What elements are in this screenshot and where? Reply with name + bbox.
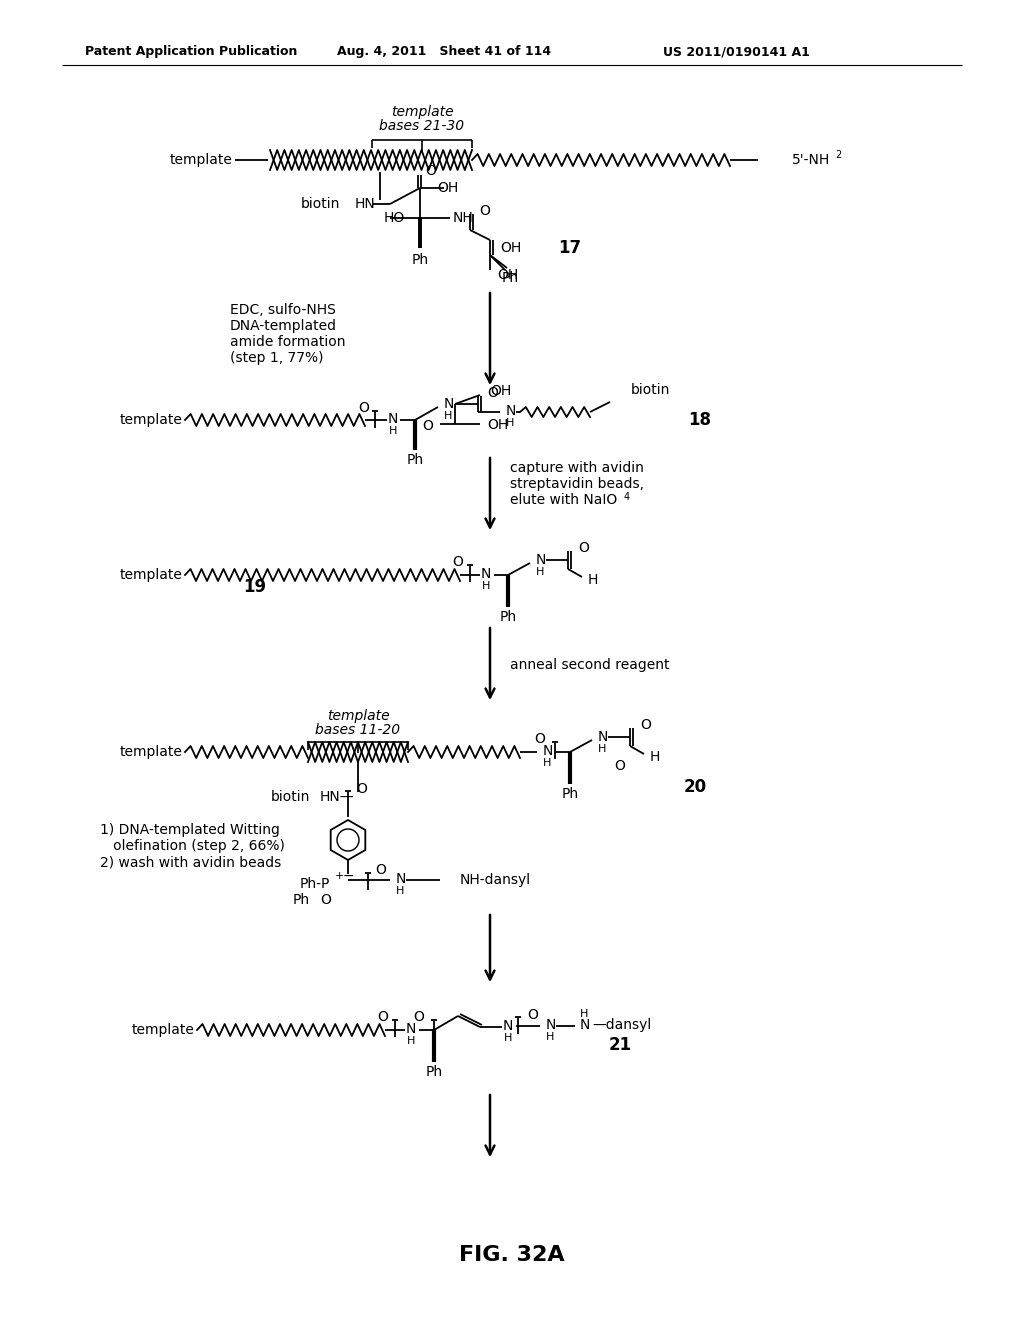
- Text: O: O: [375, 863, 386, 876]
- Text: H: H: [396, 886, 404, 896]
- Text: H: H: [506, 418, 514, 428]
- Text: OH: OH: [497, 268, 518, 282]
- Text: N: N: [598, 730, 608, 744]
- Text: Ph: Ph: [561, 787, 579, 801]
- Text: 4: 4: [624, 492, 630, 502]
- Text: N: N: [396, 873, 407, 886]
- Text: EDC, sulfo-NHS: EDC, sulfo-NHS: [230, 304, 336, 317]
- Text: O: O: [578, 541, 589, 554]
- Text: H: H: [598, 744, 606, 754]
- Text: 2: 2: [835, 150, 842, 160]
- Text: OH: OH: [500, 242, 521, 255]
- Text: 21: 21: [608, 1036, 632, 1053]
- Text: N: N: [503, 1019, 513, 1034]
- Text: 5'-NH: 5'-NH: [792, 153, 830, 168]
- Text: (step 1, 77%): (step 1, 77%): [230, 351, 324, 366]
- Text: H: H: [504, 1034, 512, 1043]
- Text: 20: 20: [683, 777, 707, 796]
- Text: NH-dansyl: NH-dansyl: [460, 873, 531, 887]
- Text: template: template: [170, 153, 233, 168]
- Text: NH: NH: [453, 211, 474, 224]
- Text: olefination (step 2, 66%): olefination (step 2, 66%): [100, 840, 285, 853]
- Text: H: H: [580, 1008, 589, 1019]
- Text: O: O: [453, 554, 464, 569]
- Text: Patent Application Publication: Patent Application Publication: [85, 45, 297, 58]
- Text: Ph: Ph: [293, 894, 310, 907]
- Text: N: N: [481, 568, 492, 581]
- Text: template: template: [132, 1023, 195, 1038]
- Text: O: O: [535, 733, 545, 746]
- Text: streptavidin beads,: streptavidin beads,: [510, 477, 644, 491]
- Text: template: template: [391, 106, 454, 119]
- Text: 2) wash with avidin beads: 2) wash with avidin beads: [100, 855, 282, 869]
- Text: OH: OH: [487, 418, 508, 432]
- Text: H: H: [543, 758, 551, 768]
- Text: O: O: [356, 781, 367, 796]
- Text: H: H: [588, 573, 598, 587]
- Text: FIG. 32A: FIG. 32A: [459, 1245, 565, 1265]
- Text: N: N: [580, 1018, 591, 1032]
- Text: template: template: [327, 709, 389, 723]
- Text: O: O: [479, 205, 489, 218]
- Text: bases 21-30: bases 21-30: [380, 119, 465, 133]
- Text: 17: 17: [558, 239, 582, 257]
- Text: Ph: Ph: [502, 271, 518, 285]
- Text: DNA-templated: DNA-templated: [230, 319, 337, 333]
- Text: amide formation: amide formation: [230, 335, 345, 348]
- Text: HO: HO: [384, 211, 406, 224]
- Text: N: N: [444, 397, 455, 411]
- Text: template: template: [120, 568, 183, 582]
- Text: H: H: [444, 411, 453, 421]
- Text: biotin: biotin: [631, 383, 670, 397]
- Text: −: −: [343, 869, 354, 883]
- Text: O: O: [425, 164, 436, 178]
- Text: capture with avidin: capture with avidin: [510, 461, 644, 475]
- Text: 1) DNA-templated Witting: 1) DNA-templated Witting: [100, 822, 280, 837]
- Text: 19: 19: [244, 578, 266, 597]
- Text: N: N: [543, 744, 553, 758]
- Text: 18: 18: [688, 411, 712, 429]
- Text: O: O: [413, 1010, 424, 1024]
- Text: N: N: [388, 412, 398, 426]
- Text: biotin: biotin: [301, 197, 340, 211]
- Text: O: O: [487, 385, 498, 400]
- Text: template: template: [120, 744, 183, 759]
- Text: H: H: [482, 581, 490, 591]
- Text: Ph: Ph: [425, 1065, 442, 1078]
- Text: bases 11-20: bases 11-20: [315, 723, 400, 737]
- Text: O: O: [614, 759, 626, 774]
- Text: anneal second reagent: anneal second reagent: [510, 657, 670, 672]
- Text: H: H: [546, 1032, 554, 1041]
- Text: Aug. 4, 2011   Sheet 41 of 114: Aug. 4, 2011 Sheet 41 of 114: [337, 45, 551, 58]
- Text: Ph: Ph: [407, 453, 424, 467]
- Text: O: O: [378, 1010, 388, 1024]
- Text: N: N: [506, 404, 516, 418]
- Text: OH: OH: [490, 384, 511, 399]
- Text: OH: OH: [437, 181, 459, 195]
- Text: Ph: Ph: [500, 610, 516, 624]
- Text: N: N: [406, 1022, 416, 1036]
- Text: O: O: [358, 401, 370, 414]
- Text: H: H: [389, 426, 397, 436]
- Text: H: H: [407, 1036, 415, 1045]
- Text: elute with NaIO: elute with NaIO: [510, 492, 617, 507]
- Text: —dansyl: —dansyl: [592, 1018, 651, 1032]
- Text: O: O: [527, 1008, 538, 1022]
- Text: template: template: [120, 413, 183, 426]
- Text: HN: HN: [355, 197, 376, 211]
- Text: H: H: [536, 568, 545, 577]
- Text: US 2011/0190141 A1: US 2011/0190141 A1: [663, 45, 810, 58]
- Text: H: H: [650, 750, 660, 764]
- Text: Ph-P: Ph-P: [300, 876, 330, 891]
- Text: O: O: [319, 894, 331, 907]
- Text: HN—: HN—: [319, 789, 354, 804]
- Text: N: N: [546, 1018, 556, 1032]
- Text: Ph: Ph: [412, 253, 429, 267]
- Text: N: N: [536, 553, 547, 568]
- Text: biotin: biotin: [270, 789, 310, 804]
- Text: O: O: [640, 718, 651, 733]
- Text: O: O: [422, 418, 433, 433]
- Text: +: +: [335, 871, 344, 880]
